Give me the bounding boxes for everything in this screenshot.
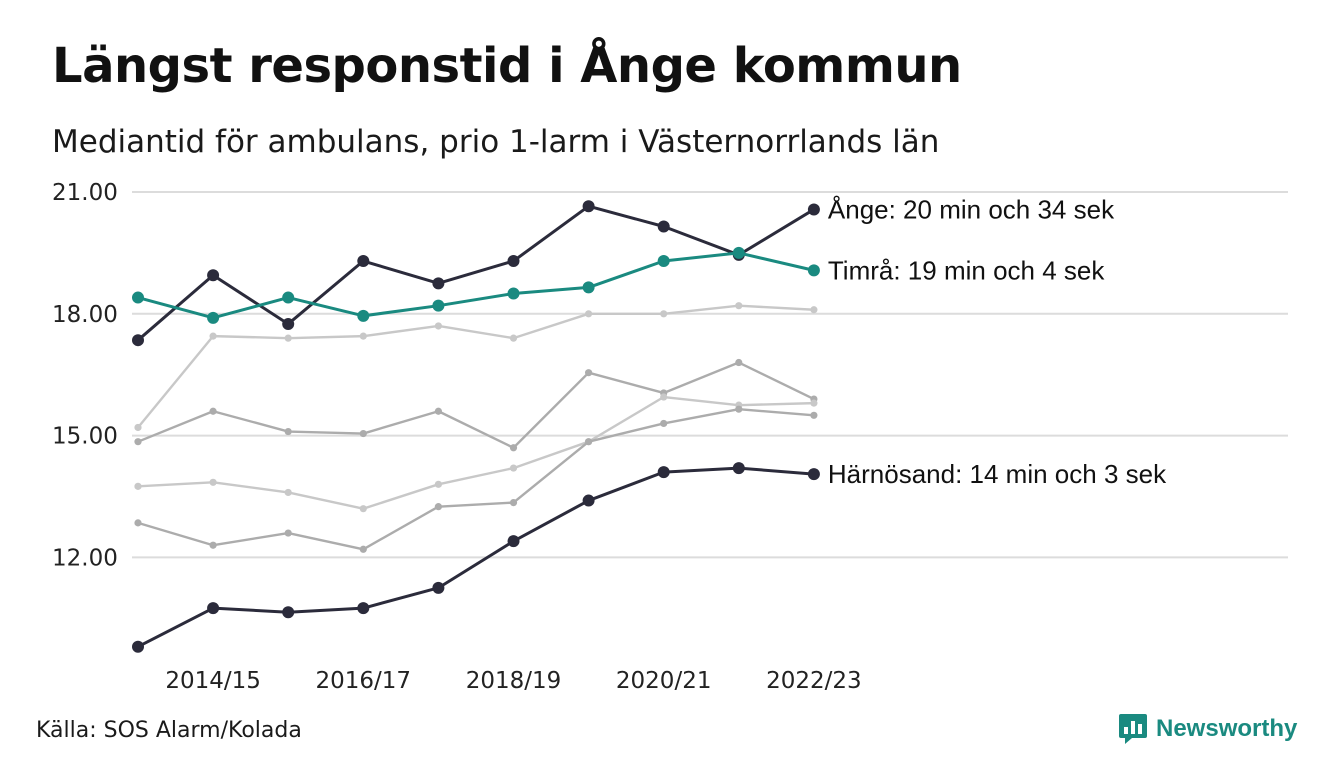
series-timra-point <box>207 311 220 324</box>
y-tick-label: 21.00 <box>52 180 118 206</box>
y-tick-label: 15.00 <box>52 424 118 450</box>
background-series-6-point <box>209 478 217 486</box>
series-harnosand-point <box>132 640 144 653</box>
series-labels: Ånge: 20 min och 34 sek Timrå: 19 min och… <box>828 194 1167 489</box>
background-series-6-point <box>509 464 518 472</box>
series-harnosand-line <box>137 466 815 649</box>
background-series-5-point <box>434 407 442 415</box>
background-series-7-point <box>735 405 743 413</box>
series-ange-point <box>282 317 295 330</box>
series-harnosand-point <box>357 602 370 615</box>
background-series-6-point <box>284 488 292 497</box>
x-tick-label: 2020/21 <box>616 668 712 694</box>
background-series-4-point <box>359 332 367 340</box>
series-timra-point <box>357 309 370 322</box>
background-series-4-point <box>134 423 142 432</box>
y-axis-tick-labels: 12.00 15.00 18.00 21.00 <box>52 180 118 571</box>
series-harnosand-point <box>657 466 670 479</box>
background-series-4-point <box>284 334 292 342</box>
background-series-6-point <box>359 505 367 513</box>
background-series-6-point <box>810 399 818 407</box>
series-ange-point <box>357 255 370 268</box>
background-series-5-point <box>735 358 743 367</box>
background-series-5-point <box>284 427 292 436</box>
series-timra-line <box>137 251 815 320</box>
series-timra-point <box>582 281 595 294</box>
series-ange-line <box>137 204 815 342</box>
background-series-4-point <box>509 334 518 342</box>
background-series-7-point <box>434 503 442 511</box>
series-timra-point <box>432 299 445 312</box>
x-tick-label: 2014/15 <box>165 668 261 694</box>
background-series-5-point <box>359 429 367 438</box>
series-timra-point <box>807 264 820 277</box>
series-harnosand-point <box>732 462 745 475</box>
background-series-6-point <box>134 482 142 490</box>
series-ange-point <box>657 220 670 233</box>
series-timra-point <box>282 291 295 304</box>
background-series-4-point <box>209 332 217 340</box>
series-harnosand-point <box>507 535 520 548</box>
background-series-6-point <box>434 480 442 488</box>
brand-name: Newsworthy <box>1156 715 1298 742</box>
y-tick-label: 12.00 <box>52 545 118 571</box>
series-timra-point <box>507 287 520 300</box>
background-series-4-point <box>434 322 442 330</box>
series-ange-point <box>132 334 144 347</box>
series-ange-point <box>807 203 820 216</box>
background-series-5-point <box>134 438 142 446</box>
background-series-5-point <box>209 407 217 415</box>
background-series-5-point <box>509 444 518 452</box>
series-ange-point <box>432 277 445 290</box>
series-harnosand-point <box>432 581 445 594</box>
x-tick-label: 2022/23 <box>766 668 862 694</box>
background-series-7-point <box>134 519 142 527</box>
bar-chart-speech-bubble-icon <box>1119 714 1147 744</box>
background-series-5-line <box>137 361 815 449</box>
series-harnosand-point <box>282 606 295 619</box>
background-series-7-point <box>359 545 367 553</box>
background-series-4-point <box>585 310 593 318</box>
background-series-4-line <box>137 304 814 429</box>
background-series-4-point <box>735 302 743 310</box>
series-harnosand-label: Härnösand: 14 min och 3 sek <box>828 459 1167 489</box>
series-timra-point <box>657 255 670 268</box>
background-series-6-line <box>137 395 814 510</box>
chart-subtitle: Mediantid för ambulans, prio 1-larm i Vä… <box>52 124 940 160</box>
background-series-4-point <box>660 310 668 318</box>
series-harnosand-point <box>582 494 595 507</box>
background-series-5-point <box>585 369 593 377</box>
background-series-7-point <box>585 438 593 446</box>
background-series-6-point <box>660 393 668 401</box>
source-note: Källa: SOS Alarm/Kolada <box>36 718 302 743</box>
background-series <box>134 302 818 553</box>
series-timra-point <box>132 291 144 304</box>
series-ange-point <box>582 200 595 213</box>
series-ange-point <box>207 269 220 282</box>
x-tick-label: 2018/19 <box>466 668 562 694</box>
background-series-4-point <box>810 306 818 314</box>
x-tick-label: 2016/17 <box>316 668 412 694</box>
grid-lines <box>132 191 1288 559</box>
background-series-7-point <box>660 419 668 428</box>
series-ange-label: Ånge: 20 min och 34 sek <box>828 194 1115 224</box>
background-series-7-point <box>810 411 818 419</box>
series-timra-point <box>732 246 745 259</box>
series-harnosand-point <box>807 468 820 481</box>
background-series-7-point <box>209 541 217 549</box>
series-harnosand-point <box>207 602 220 615</box>
brand-logo[interactable]: Newsworthy <box>1118 712 1297 746</box>
background-series-7-line <box>137 408 814 551</box>
background-series-7-point <box>284 529 292 537</box>
chart-title: Längst responstid i Ånge kommun <box>52 38 962 94</box>
series-ange-point <box>507 255 520 268</box>
x-axis-tick-labels: 2014/15 2016/17 2018/19 2020/21 2022/23 <box>165 668 861 694</box>
y-tick-label: 18.00 <box>52 302 118 328</box>
series-timra-label: Timrå: 19 min och 4 sek <box>828 255 1105 285</box>
highlighted-series <box>132 200 820 653</box>
background-series-7-point <box>509 498 518 507</box>
